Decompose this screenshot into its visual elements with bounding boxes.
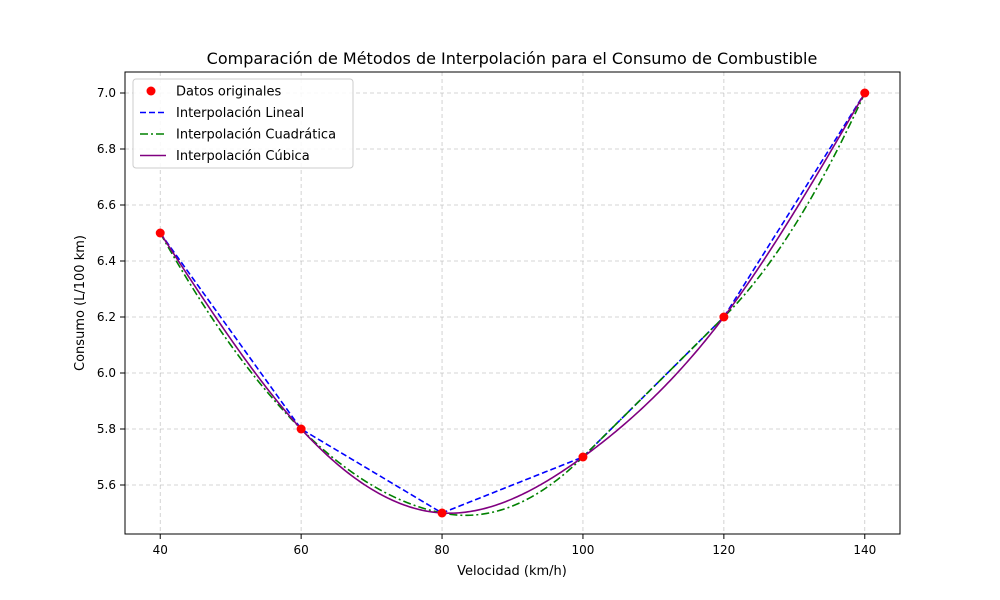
y-axis-label: Consumo (L/100 km) bbox=[73, 235, 88, 371]
x-tick-label-5: 140 bbox=[853, 543, 876, 557]
x-axis-label: Velocidad (km/h) bbox=[457, 564, 567, 579]
data-point-5 bbox=[860, 88, 870, 98]
x-tick-label-2: 80 bbox=[434, 543, 449, 557]
legend: Datos originales Interpolación Lineal Inte… bbox=[132, 78, 354, 169]
y-tick-label-5: 6.6 bbox=[97, 198, 116, 212]
y-tick-label-4: 6.4 bbox=[97, 254, 116, 268]
data-point-4 bbox=[719, 312, 729, 322]
chart-title: Comparación de Métodos de Interpolación … bbox=[207, 49, 818, 68]
x-tick-label-4: 120 bbox=[712, 543, 735, 557]
legend-label-1: Interpolación Lineal bbox=[176, 106, 304, 121]
y-tick-label-7: 7.0 bbox=[97, 86, 116, 100]
x-tick-label-1: 60 bbox=[293, 543, 308, 557]
data-point-1 bbox=[296, 424, 306, 434]
legend-label-0: Datos originales bbox=[176, 85, 282, 100]
data-point-3 bbox=[578, 452, 588, 462]
x-axis-ticks: 40 60 80 100 120 140 bbox=[153, 534, 876, 557]
data-point-0 bbox=[155, 228, 165, 238]
plot-frame bbox=[124, 71, 901, 535]
series-line-cubic bbox=[159, 92, 866, 515]
x-tick-label-0: 40 bbox=[153, 543, 168, 557]
y-tick-label-1: 5.8 bbox=[97, 422, 116, 436]
series-line-quadratic bbox=[159, 92, 866, 517]
y-tick-label-2: 6.0 bbox=[97, 366, 116, 380]
legend-box bbox=[132, 78, 354, 169]
y-tick-label-3: 6.2 bbox=[97, 310, 116, 324]
legend-label-2: Interpolación Cuadrática bbox=[176, 128, 336, 143]
plot-lines bbox=[159, 92, 866, 517]
y-tick-label-6: 6.8 bbox=[97, 142, 116, 156]
data-point-2 bbox=[437, 508, 447, 518]
x-tick-label-3: 100 bbox=[572, 543, 595, 557]
y-axis-ticks: 5.6 5.8 6.0 6.2 6.4 6.6 6.8 7.0 bbox=[97, 86, 125, 492]
series-line-linear bbox=[159, 92, 866, 514]
legend-marker-data-points bbox=[146, 86, 156, 96]
legend-label-3: Interpolación Cúbica bbox=[176, 149, 310, 164]
y-tick-label-0: 5.6 bbox=[97, 478, 116, 492]
data-points bbox=[155, 88, 870, 518]
grid-lines bbox=[125, 72, 900, 534]
